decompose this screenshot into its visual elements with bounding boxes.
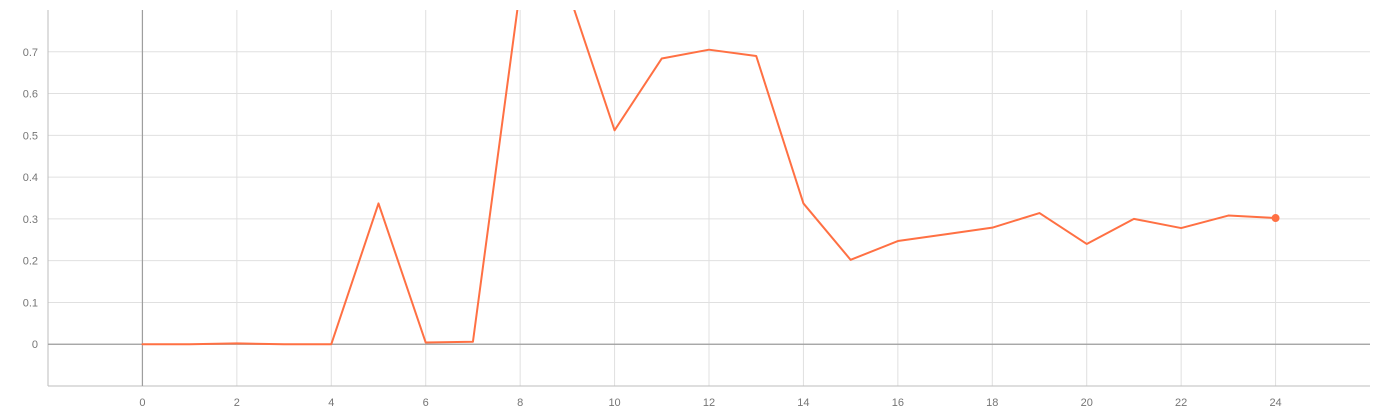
last-point-marker[interactable] bbox=[1271, 214, 1280, 223]
y-tick-label: 0.6 bbox=[23, 89, 38, 101]
x-tick-label: 22 bbox=[1175, 397, 1187, 409]
x-tick-label: 0 bbox=[139, 397, 145, 409]
x-tick-label: 20 bbox=[1081, 397, 1093, 409]
y-tick-label: 0.5 bbox=[23, 130, 38, 142]
x-tick-label: 6 bbox=[423, 397, 429, 409]
y-tick-label: 0.7 bbox=[23, 47, 38, 59]
x-tick-label: 8 bbox=[517, 397, 523, 409]
y-tick-label: 0.4 bbox=[23, 172, 38, 184]
x-tick-label: 14 bbox=[797, 397, 809, 409]
x-tick-label: 12 bbox=[703, 397, 715, 409]
y-tick-label: 0.3 bbox=[23, 214, 38, 226]
x-tick-label: 16 bbox=[892, 397, 904, 409]
x-tick-label: 2 bbox=[234, 397, 240, 409]
y-tick-label: 0 bbox=[32, 339, 38, 351]
x-tick-label: 4 bbox=[328, 397, 334, 409]
tick-labels: 0 2 4 6 8 10 12 14 16 18 20 22 2400.10.20.30.40.50.6… bbox=[23, 47, 1282, 409]
grid bbox=[48, 10, 1370, 386]
series-layer bbox=[141, 10, 1277, 346]
x-tick-label: 18 bbox=[986, 397, 998, 409]
y-tick-label: 0.2 bbox=[23, 256, 38, 268]
x-tick-label: 10 bbox=[608, 397, 620, 409]
x-tick-label: 24 bbox=[1269, 397, 1281, 409]
series-line bbox=[141, 10, 1277, 346]
y-tick-label: 0.1 bbox=[23, 297, 38, 309]
marker-layer bbox=[1271, 214, 1280, 223]
